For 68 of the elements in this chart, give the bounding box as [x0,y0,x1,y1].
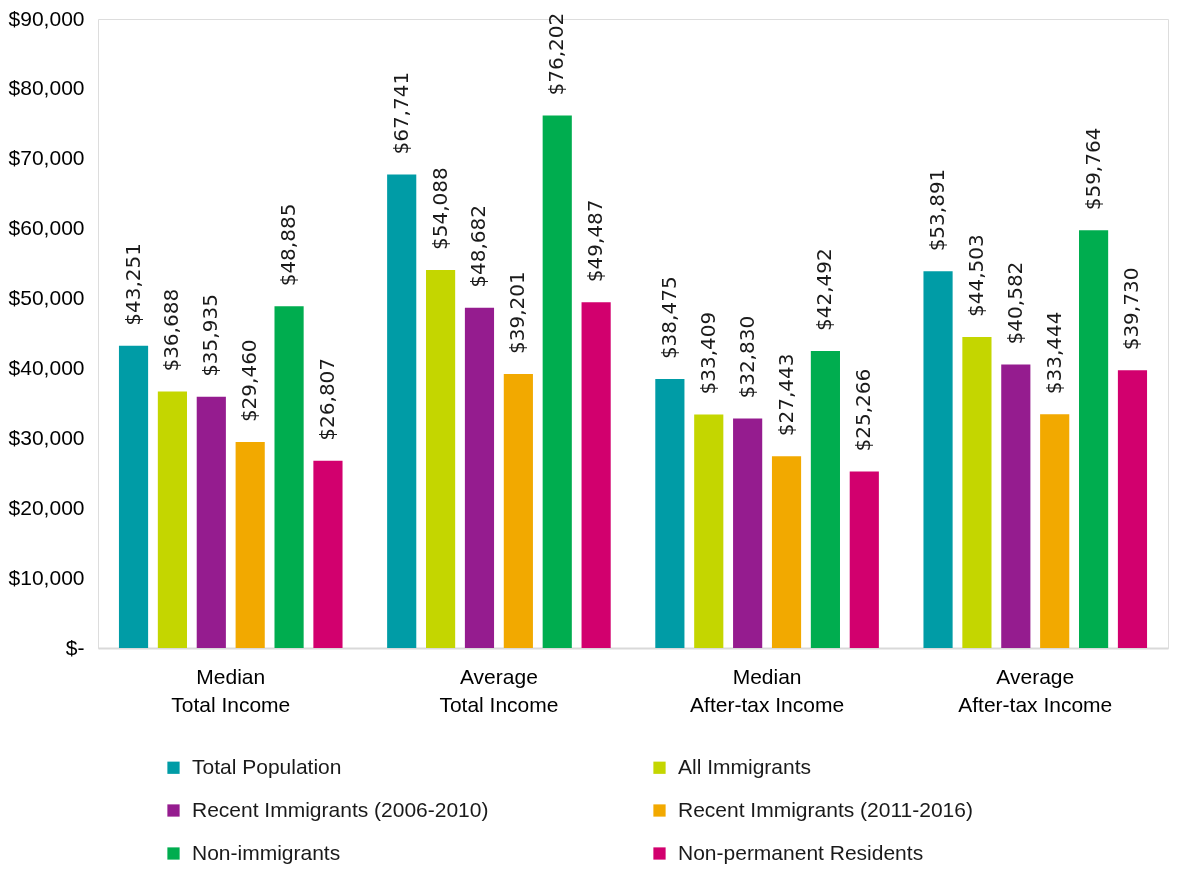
bar [923,271,953,648]
y-tick-label: $- [65,635,85,659]
y-tick-label: $50,000 [8,286,85,310]
y-tick-label: $40,000 [8,355,85,379]
data-label: $33,444 [1041,311,1066,395]
y-tick-label: $70,000 [8,146,85,170]
bar [426,269,456,648]
bar [542,115,572,648]
bar [849,471,879,648]
data-label: $39,201 [505,271,530,355]
data-label: $44,503 [963,234,988,317]
data-label: $29,460 [237,339,262,423]
legend-label: All Immigrants [678,754,812,778]
data-label: $43,251 [120,243,145,326]
y-tick-label: $80,000 [8,76,85,100]
bar [1117,370,1148,648]
bar [962,336,992,648]
data-label: $49,487 [583,199,608,283]
data-label: $33,409 [695,311,720,395]
data-label: $53,891 [925,168,950,252]
bar [274,306,304,648]
data-label: $35,935 [198,294,223,377]
bar [655,379,685,648]
x-tick-label: Median Total Income [171,664,291,716]
legend-label: Recent Immigrants (2006-2010) [192,797,489,821]
data-label: $48,885 [276,203,301,287]
data-label: $48,682 [466,205,491,288]
bar [464,307,495,648]
data-label: $54,088 [427,167,452,250]
data-label: $40,582 [1002,261,1027,345]
bar [503,374,533,648]
legend-label: Non-immigrants [192,840,341,864]
y-tick-label: $90,000 [8,6,85,30]
legend-label: Non-permanent Residents [678,840,924,864]
legend-label: Recent Immigrants (2011-2016) [678,797,973,821]
data-label: $67,741 [388,71,413,155]
bar [118,345,149,648]
bar [733,418,763,648]
y-tick-label: $10,000 [8,565,85,589]
x-tick-label: Average After-tax Income [958,664,1113,716]
data-label: $76,202 [544,12,569,96]
data-label: $59,764 [1080,127,1105,211]
legend-label: Total Population [192,754,342,778]
bar [157,391,187,648]
data-label: $27,443 [773,353,798,437]
data-label: $39,730 [1119,267,1144,351]
x-tick-label: Median After-tax Income [690,664,845,716]
x-tick-label: Average Total Income [439,664,559,716]
bar [771,456,802,648]
data-label: $26,807 [314,357,339,441]
y-tick-label: $60,000 [8,216,85,240]
bar [387,174,417,648]
bar [1001,364,1031,648]
bar [694,414,724,648]
bar [810,351,840,648]
bar [313,460,343,648]
bar [235,442,265,648]
data-label: $42,492 [812,248,837,332]
bar [1079,230,1109,648]
bar [196,396,226,648]
y-tick-label: $30,000 [8,425,85,449]
data-label: $32,830 [734,315,759,399]
data-label: $36,688 [159,288,184,372]
data-label: $38,475 [656,276,681,360]
y-tick-label: $20,000 [8,495,85,519]
bar [581,302,611,648]
bar [1040,414,1070,648]
data-label: $25,266 [851,368,876,452]
